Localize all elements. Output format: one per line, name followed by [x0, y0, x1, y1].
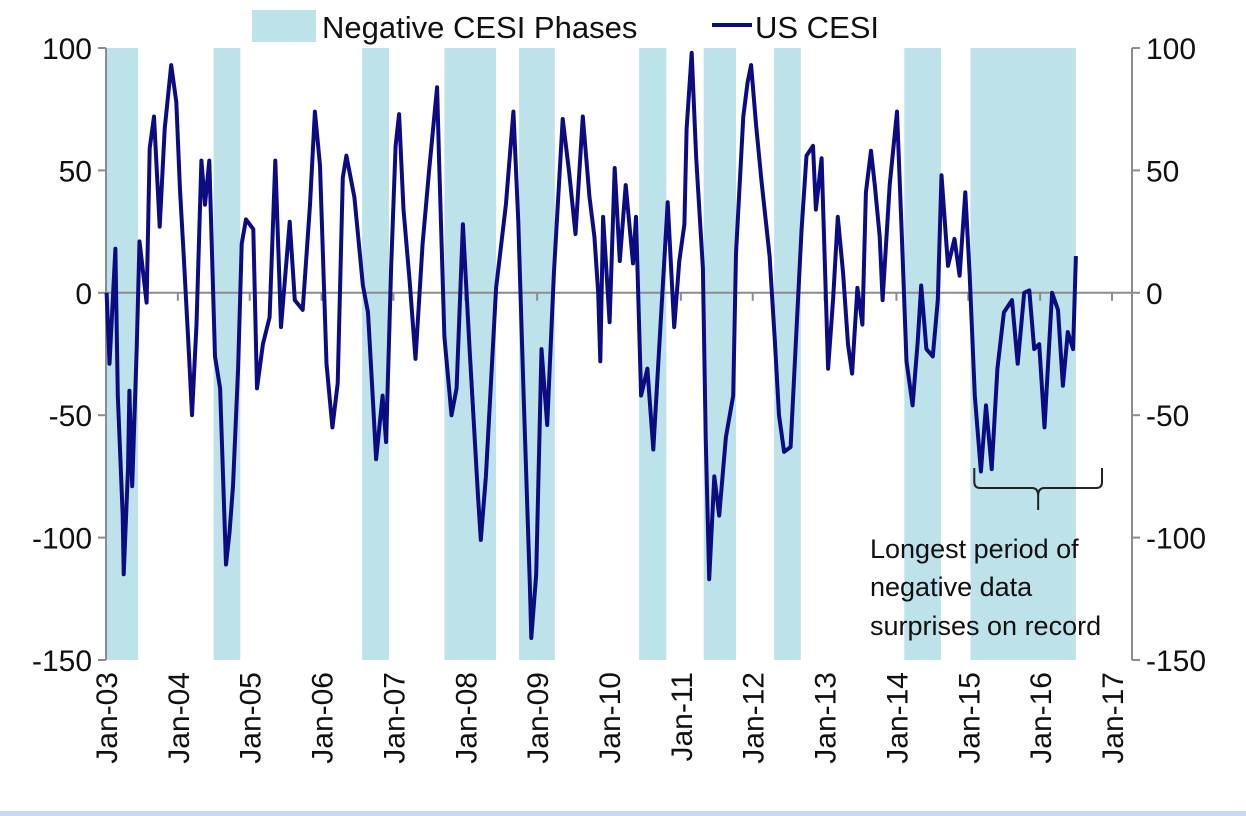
right-y-tick-label: 50 [1146, 155, 1179, 188]
x-tick-label: Jan-09 [522, 672, 555, 764]
left-y-tick-label: 0 [75, 278, 92, 311]
x-tick-label: Jan-15 [953, 672, 986, 764]
x-tick-label: Jan-12 [738, 672, 771, 764]
axes [98, 47, 1140, 661]
x-tick-label: Jan-05 [235, 672, 268, 764]
x-tick-label: Jan-03 [91, 672, 124, 764]
legend-label-line: US CESI [755, 10, 879, 45]
x-tick-label: Jan-10 [594, 672, 627, 764]
series-layer [104, 50, 1078, 640]
right-y-tick-label: 100 [1146, 33, 1196, 66]
negative-phase-band [362, 48, 389, 660]
left-y-tick-label: 100 [42, 33, 92, 66]
x-tick-label: Jan-13 [810, 672, 843, 764]
x-tick-labels: Jan-03 Jan-04 Jan-05 Jan-06 Jan-07 Jan-08 Jan-… [91, 672, 1130, 764]
right-y-tick-label: -150 [1146, 645, 1206, 678]
negative-phase-band [639, 48, 667, 660]
left-y-tick-label: -100 [32, 523, 92, 556]
window-bottom-border [0, 811, 1246, 816]
x-tick-label: Jan-16 [1025, 672, 1058, 764]
x-tick-label: Jan-07 [378, 672, 411, 764]
annotation-brace [973, 468, 1104, 510]
negative-phase-band [970, 48, 1076, 660]
negative-phase-band [213, 48, 241, 660]
x-tick-label: Jan-06 [307, 672, 340, 764]
x-tick-label: Jan-08 [450, 672, 483, 764]
legend-label-shade: Negative CESI Phases [322, 10, 637, 45]
annotation: Longest period of negative data surprise… [870, 468, 1104, 641]
left-y-tick-label: -50 [49, 400, 92, 433]
negative-phase-band [904, 48, 941, 660]
right-y-tick-label: -100 [1146, 523, 1206, 556]
annotation-line-2: negative data [870, 572, 1033, 602]
left-y-tick-label: -150 [32, 645, 92, 678]
left-y-tick-label: 50 [59, 155, 92, 188]
x-tick-label: Jan-14 [881, 672, 914, 764]
x-tick-label: Jan-11 [666, 672, 699, 762]
legend-swatch-shade [252, 10, 316, 42]
right-y-tick-label: -50 [1146, 400, 1189, 433]
annotation-line-3: surprises on record [870, 611, 1101, 641]
legend: Negative CESI Phases US CESI [252, 10, 879, 45]
annotation-line-1: Longest period of [870, 534, 1079, 564]
x-tick-label: Jan-04 [163, 672, 196, 764]
y-tick-labels: 100 100 50 50 0 0 -50 -50 -100 -100 -150 -150 [32, 33, 1206, 678]
right-y-tick-label: 0 [1146, 278, 1163, 311]
x-tick-label: Jan-17 [1097, 672, 1130, 764]
